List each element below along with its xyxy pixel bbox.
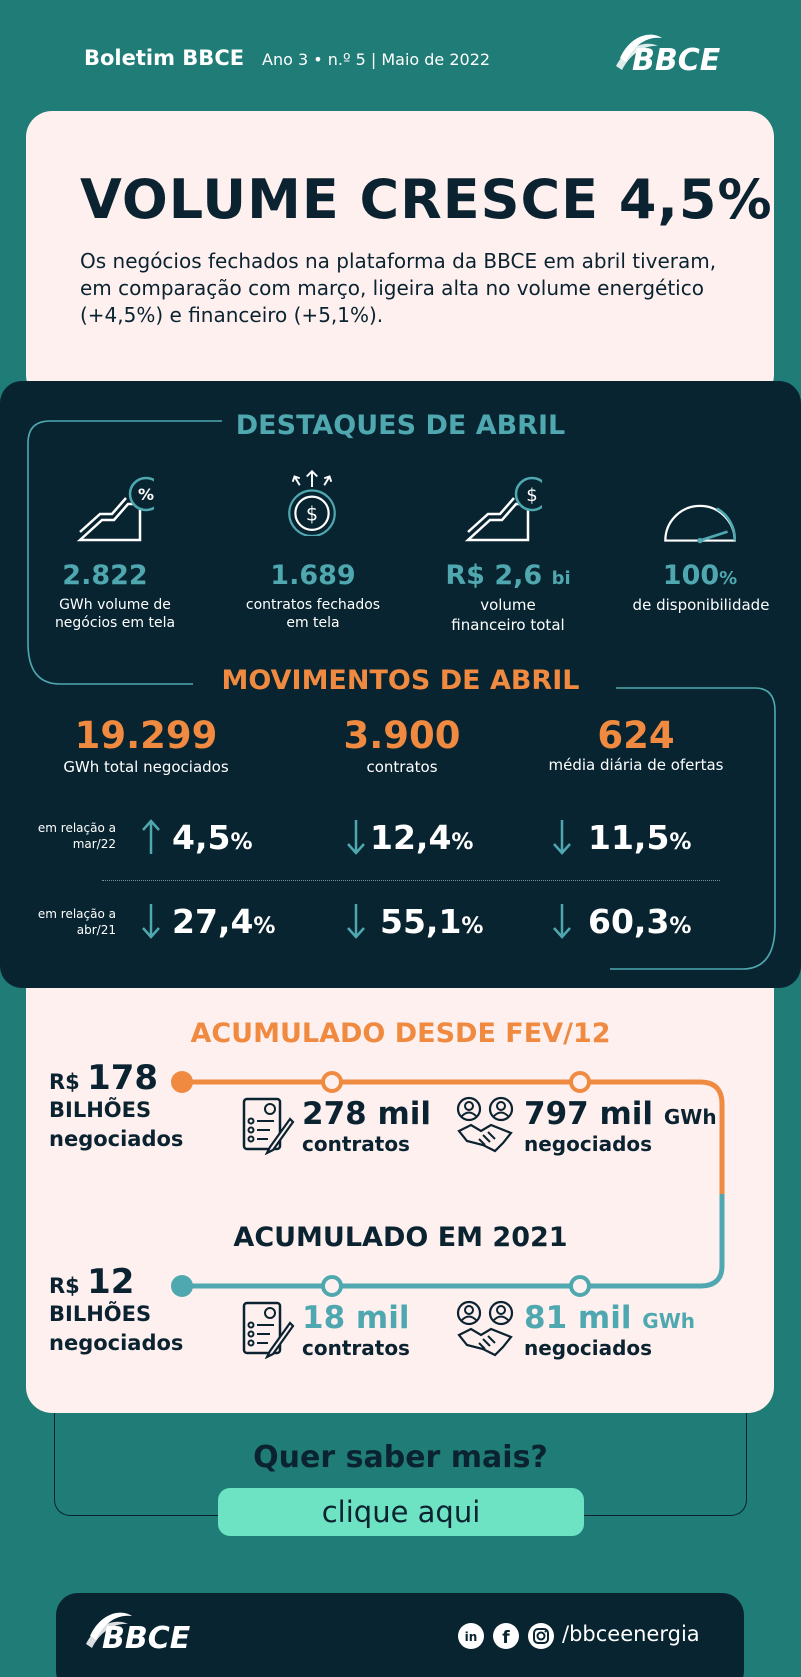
accumulated-title: ACUMULADO DESDE FEV/12 <box>190 1018 611 1049</box>
svg-text:BBCE: BBCE <box>632 43 721 78</box>
click-here-button[interactable]: clique aqui <box>218 1488 584 1536</box>
svg-text:in: in <box>465 1630 478 1644</box>
accumulated-contracts-value: 278 mil <box>302 1096 432 1132</box>
accumulated-total: R$ 178 <box>49 1058 159 1098</box>
arrow-up-icon <box>142 819 160 854</box>
change-contracts-abr21: 55,1% <box>380 902 484 941</box>
headline: VOLUME CRESCE 4,5% <box>80 168 773 231</box>
social-handle[interactable]: /bbceenergia <box>562 1622 700 1646</box>
movement-value-offers: 624 <box>597 714 675 757</box>
comparison-label-mar22: em relação a mar/22 <box>37 821 116 852</box>
row-divider <box>102 880 720 881</box>
movements-title: MOVIMENTOS DE ABRIL <box>221 665 580 696</box>
highlight-label-gwh: GWh volume de negócios em tela <box>54 597 176 632</box>
growth-dollar-icon: $ <box>464 476 542 542</box>
highlights-title: DESTAQUES DE ABRIL <box>235 410 566 441</box>
highlight-value-financial: R$ 2,6 bi <box>445 560 571 591</box>
svg-text:$: $ <box>526 485 537 506</box>
contract-document-icon <box>242 1301 295 1359</box>
svg-text:BBCE: BBCE <box>102 1621 191 1654</box>
highlight-label-availability: de disponibilidade <box>632 596 770 614</box>
arrow-down-icon <box>142 904 160 939</box>
svg-text:f: f <box>502 1628 510 1648</box>
bbce-logo[interactable]: BBCE <box>612 28 737 78</box>
accumulated-2021-total: R$ 12 <box>49 1262 135 1302</box>
contract-document-icon <box>242 1097 295 1155</box>
accumulated-card <box>26 988 774 1413</box>
accumulated-2021-contracts-label: contratos <box>302 1336 410 1360</box>
svg-text:$: $ <box>306 502 318 525</box>
arrow-down-icon <box>347 820 365 855</box>
movement-value-gwh: 19.299 <box>74 714 218 757</box>
arrow-down-icon <box>553 820 571 855</box>
accumulated-total-label: BILHÕES negociados <box>49 1098 184 1152</box>
timeline-path <box>171 1071 725 1297</box>
accumulated-contracts-label: contratos <box>302 1132 410 1156</box>
highlight-value-availability: 100% <box>662 560 738 591</box>
highlight-label-contracts: contratos fechados em tela <box>245 597 381 632</box>
highlight-value-gwh: 2.822 <box>62 560 148 591</box>
movement-label-offers: média diária de ofertas <box>548 756 724 774</box>
handshake-people-icon <box>456 1300 514 1357</box>
intro-text: Os negócios fechados na plataforma da BB… <box>80 249 717 327</box>
highlight-label-financial: volume financeiro total <box>451 596 565 634</box>
accumulated-2021-gwh-label: negociados <box>524 1336 653 1360</box>
arrow-down-icon <box>347 904 365 939</box>
change-offers-abr21: 60,3% <box>588 902 692 941</box>
dollar-coin-icon: $ <box>288 469 336 536</box>
accumulated-2021-gwh-value: 81 mil GWh <box>524 1300 696 1336</box>
arrow-down-icon <box>553 904 571 939</box>
intro-card <box>26 111 774 401</box>
movement-label-gwh: GWh total negociados <box>63 758 229 776</box>
accumulated-2021-title: ACUMULADO EM 2021 <box>233 1222 568 1253</box>
movement-label-contracts: contratos <box>366 758 438 776</box>
comparison-label-abr21: em relação a abr/21 <box>37 907 116 938</box>
issue-info: Ano 3 • n.º 5 | Maio de 2022 <box>262 50 491 69</box>
linkedin-icon[interactable]: in <box>457 1622 485 1650</box>
change-offers-mar22: 11,5% <box>588 818 692 857</box>
gauge-icon <box>664 504 737 544</box>
highlight-value-contracts: 1.689 <box>270 560 356 591</box>
movement-value-contracts: 3.900 <box>343 714 461 757</box>
change-gwh-abr21: 27,4% <box>172 902 276 941</box>
bbce-logo[interactable]: BBCE <box>82 1604 212 1654</box>
handshake-people-icon <box>456 1096 514 1153</box>
accumulated-gwh-label: negociados <box>524 1132 653 1156</box>
accumulated-2021-total-label: BILHÕES negociados <box>49 1302 184 1356</box>
accumulated-2021-contracts-value: 18 mil <box>302 1300 410 1336</box>
change-contracts-mar22: 12,4% <box>370 818 474 857</box>
growth-percent-icon: % <box>76 476 154 542</box>
accumulated-gwh-value: 797 mil GWh <box>524 1096 717 1132</box>
change-gwh-mar22: 4,5% <box>172 818 253 857</box>
cta-question: Quer saber mais? <box>253 1440 548 1475</box>
instagram-icon[interactable] <box>527 1622 555 1650</box>
footer <box>56 1593 744 1677</box>
panel-frame-lines <box>27 420 776 970</box>
newsletter-title: Boletim BBCE <box>84 46 245 70</box>
facebook-icon[interactable]: f <box>492 1622 520 1650</box>
svg-text:%: % <box>138 485 154 504</box>
